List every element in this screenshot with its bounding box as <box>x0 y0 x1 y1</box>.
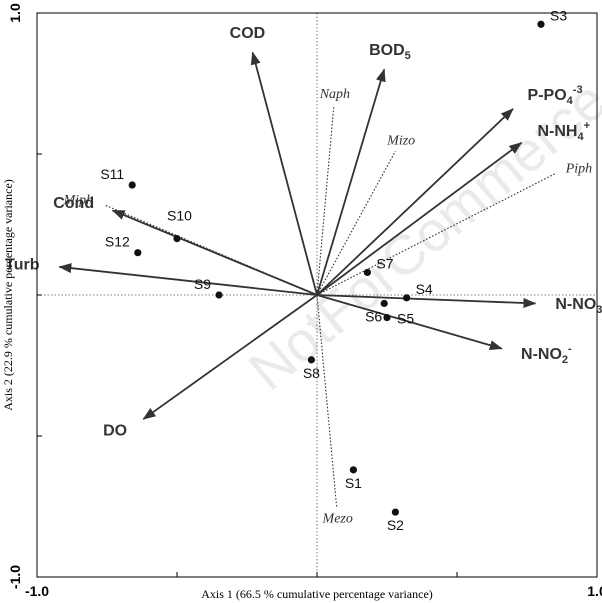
site-point-s12 <box>134 249 142 257</box>
env-vector-n-no3 <box>316 294 537 308</box>
site-label-s6: S6 <box>365 308 382 324</box>
x-tick-label: -1.0 <box>25 583 49 599</box>
env-label-cod: COD <box>230 25 266 42</box>
species-vector-naph <box>316 106 335 296</box>
env-label-cond: Cond <box>53 195 94 212</box>
species-vector-mizo <box>316 150 396 296</box>
env-label-turb: Turb <box>5 257 40 274</box>
site-point-s8 <box>307 356 315 364</box>
y-tick-label: 1.0 <box>7 3 23 23</box>
env-label-bod5: BOD5 <box>369 42 411 62</box>
environmental-vectors: COD BOD5 P-PO4-3 N-NH4+ Cond Turb N-NO3- N-NO2-… <box>5 25 602 439</box>
site-point-s2 <box>391 508 399 516</box>
env-label-n-no2: N-NO2- <box>521 343 572 366</box>
y-tick-label: -1.0 <box>7 565 23 589</box>
site-point-s7 <box>363 268 371 277</box>
env-vector-do <box>142 294 318 420</box>
env-vector-cond <box>111 209 318 296</box>
species-vectors: Naph Mizo Piph Miph Mezo <box>63 87 593 526</box>
species-label-mezo: Mezo <box>322 511 353 526</box>
site-point-s3 <box>537 20 545 28</box>
site-point-s4 <box>403 294 411 302</box>
site-point-s9 <box>215 291 223 299</box>
env-label-p-po4: P-PO4-3 <box>528 84 583 107</box>
env-vector-cod <box>250 51 318 296</box>
site-label-s3: S3 <box>550 7 567 23</box>
species-vector-piph <box>316 173 556 296</box>
x-axis-label: Axis 1 (66.5 % cumulative percentage var… <box>201 587 433 601</box>
site-point-s5 <box>383 313 391 322</box>
species-label-piph: Piph <box>565 161 592 176</box>
site-label-s4: S4 <box>416 281 433 297</box>
env-vector-p-po4 <box>316 108 514 296</box>
species-vector-mezo <box>316 294 338 507</box>
env-label-n-no3: N-NO3- <box>555 293 602 316</box>
site-label-s12: S12 <box>105 234 130 250</box>
env-vector-n-nh4 <box>316 141 523 296</box>
site-label-s7: S7 <box>376 255 393 271</box>
site-label-s2: S2 <box>387 517 404 533</box>
species-label-mizo: Mizo <box>386 134 415 149</box>
y-axis-label: Axis 2 (22.9 % cumulative percentage var… <box>1 179 15 411</box>
site-label-s1: S1 <box>345 475 362 491</box>
site-point-s1 <box>349 466 357 474</box>
site-label-s11: S11 <box>100 166 124 182</box>
site-label-s5: S5 <box>397 311 414 327</box>
site-point-s6 <box>380 299 388 308</box>
env-vector-bod5 <box>316 68 386 296</box>
site-label-s10: S10 <box>167 208 192 224</box>
env-label-n-nh4: N-NH4+ <box>537 120 590 143</box>
site-label-s9: S9 <box>194 276 211 292</box>
env-vector-n-no2 <box>316 294 503 351</box>
site-label-s8: S8 <box>303 365 320 381</box>
env-vector-turb <box>58 263 318 296</box>
site-point-s10 <box>173 235 181 243</box>
species-label-miph: Miph <box>63 193 94 208</box>
x-tick-label: 1.0 <box>587 583 602 599</box>
axis-ticks: -1.0 1.0 1.0 -1.0 <box>7 3 602 599</box>
site-point-s11 <box>128 181 136 189</box>
env-label-do: DO <box>103 423 127 440</box>
species-label-naph: Naph <box>319 87 350 102</box>
